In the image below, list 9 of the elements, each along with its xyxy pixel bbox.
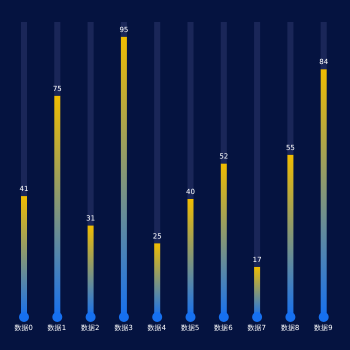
bar <box>54 22 60 96</box>
bar <box>220 22 227 164</box>
bar <box>154 22 160 244</box>
bar <box>320 22 327 70</box>
bar <box>254 22 260 267</box>
bar <box>287 22 294 155</box>
bar <box>88 22 94 226</box>
bar <box>21 22 27 196</box>
bar <box>188 22 194 199</box>
